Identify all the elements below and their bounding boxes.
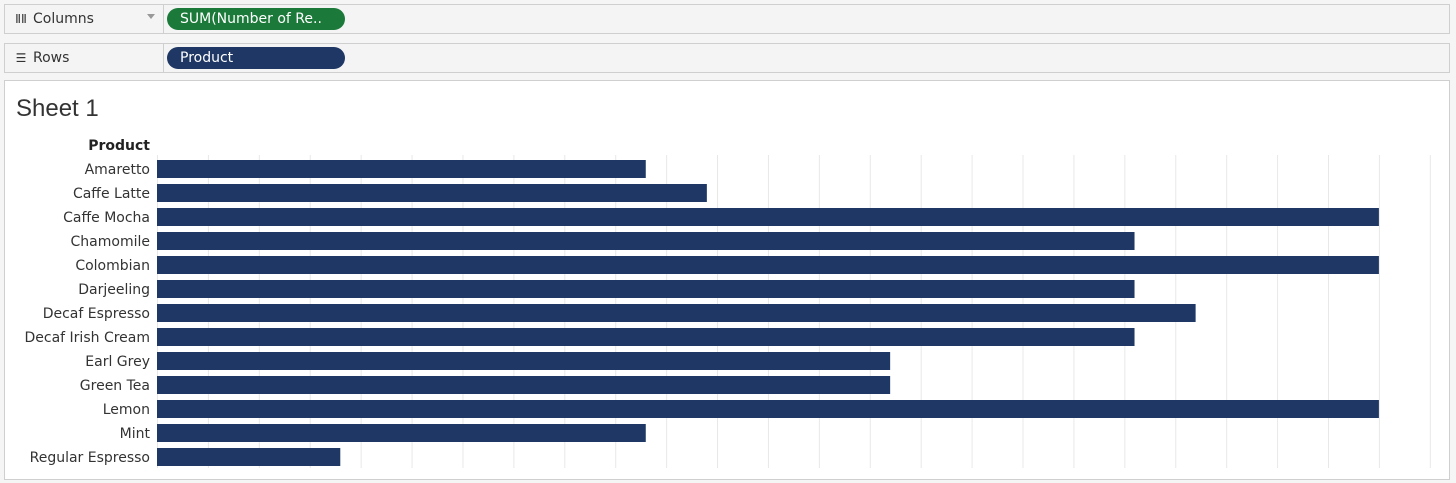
- sheet-title: Sheet 1: [16, 95, 99, 122]
- rows-shelf-label-area: ☰ Rows: [5, 44, 164, 72]
- category-label[interactable]: Caffe Latte: [73, 186, 150, 202]
- category-label[interactable]: Lemon: [103, 402, 150, 418]
- columns-shelf[interactable]: ⅡⅡ Columns SUM(Number of Re..: [4, 4, 1450, 34]
- bar[interactable]: [157, 280, 1135, 298]
- category-label[interactable]: Earl Grey: [85, 354, 150, 370]
- chevron-down-icon[interactable]: [147, 14, 155, 19]
- bar[interactable]: [157, 184, 707, 202]
- columns-shelf-label-area: ⅡⅡ Columns: [5, 5, 164, 33]
- rows-pill[interactable]: Product: [167, 47, 345, 69]
- worksheet-view[interactable]: Sheet 1 Product Amaretto Caffe Latte Caffe …: [4, 80, 1450, 480]
- rows-icon: ☰: [15, 51, 27, 65]
- category-label[interactable]: Colombian: [75, 258, 150, 274]
- columns-pill[interactable]: SUM(Number of Re..: [167, 8, 345, 30]
- rows-shelf[interactable]: ☰ Rows Product: [4, 43, 1450, 73]
- category-label[interactable]: Decaf Irish Cream: [25, 330, 151, 346]
- bar[interactable]: [157, 376, 891, 394]
- category-label[interactable]: Green Tea: [80, 378, 150, 394]
- category-label[interactable]: Darjeeling: [78, 282, 150, 298]
- bar[interactable]: [157, 448, 341, 466]
- bar[interactable]: [157, 400, 1379, 418]
- bar[interactable]: [157, 352, 891, 370]
- bar[interactable]: [157, 160, 646, 178]
- category-label[interactable]: Chamomile: [71, 234, 150, 250]
- bar[interactable]: [157, 208, 1379, 226]
- category-label[interactable]: Caffe Mocha: [63, 210, 150, 226]
- bar[interactable]: [157, 424, 646, 442]
- columns-icon: ⅡⅡ: [15, 12, 27, 26]
- columns-shelf-label: Columns: [33, 11, 94, 27]
- rows-shelf-label: Rows: [33, 50, 70, 66]
- bar[interactable]: [157, 232, 1135, 250]
- bar-chart[interactable]: Product Amaretto Caffe Latte Caffe Mocha Cha…: [5, 81, 1449, 479]
- row-header-label[interactable]: Product: [88, 138, 150, 154]
- category-label[interactable]: Regular Espresso: [30, 450, 150, 466]
- category-label[interactable]: Amaretto: [85, 162, 150, 178]
- category-label[interactable]: Mint: [120, 426, 151, 442]
- bar[interactable]: [157, 304, 1196, 322]
- category-label[interactable]: Decaf Espresso: [43, 306, 150, 322]
- bar[interactable]: [157, 328, 1135, 346]
- bar[interactable]: [157, 256, 1379, 274]
